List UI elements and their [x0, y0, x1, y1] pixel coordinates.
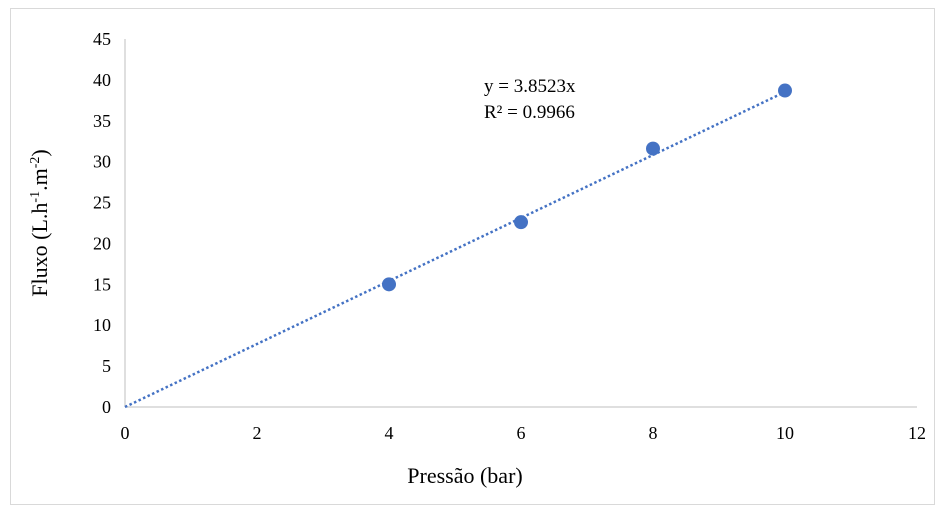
axes: 0 2 4 6 8 10 12 0 5 10 15 20 25 30 35 40 45 — [93, 29, 926, 443]
y-axis-title-end: ) — [27, 149, 52, 156]
y-tick-label: 25 — [93, 193, 111, 213]
y-axis-title-mid: .m — [27, 168, 52, 191]
y-tick-label: 15 — [93, 274, 111, 294]
x-tick-label: 8 — [649, 423, 658, 443]
x-tick-label: 4 — [385, 423, 394, 443]
data-point — [646, 141, 660, 156]
y-tick-label: 20 — [93, 233, 111, 253]
y-tick-label: 45 — [93, 29, 111, 49]
y-tick-label: 0 — [102, 397, 111, 417]
data-point — [778, 83, 792, 98]
trendline-r-squared: R² = 0.9966 — [484, 102, 575, 123]
y-axis-title-exp1: -1 — [28, 191, 43, 203]
trendline — [124, 90, 786, 409]
y-tick-label: 40 — [93, 70, 111, 90]
y-tick-label: 10 — [93, 315, 111, 335]
y-axis-title-exp2: -2 — [28, 157, 43, 169]
x-tick-label: 10 — [776, 423, 794, 443]
y-axis-title-base: Fluxo (L.h — [27, 203, 52, 297]
y-tick-label: 30 — [93, 152, 111, 172]
chart-frame: 0 2 4 6 8 10 12 0 5 10 15 20 25 30 35 40 45 y = 3.8523x … — [10, 8, 935, 505]
y-tick-label: 5 — [102, 356, 111, 376]
x-tick-label: 2 — [253, 423, 262, 443]
x-tick-label: 0 — [121, 423, 130, 443]
data-point — [382, 277, 396, 292]
y-axis-title: Fluxo (L.h-1.m-2) — [27, 149, 52, 296]
x-axis-title: Pressão (bar) — [407, 463, 522, 488]
trendline-equation: y = 3.8523x — [484, 76, 576, 97]
x-tick-label: 12 — [908, 423, 926, 443]
x-tick-label: 6 — [517, 423, 526, 443]
y-tick-label: 35 — [93, 111, 111, 131]
trendline-group — [124, 90, 786, 409]
data-points — [382, 83, 792, 292]
data-point — [514, 215, 528, 230]
